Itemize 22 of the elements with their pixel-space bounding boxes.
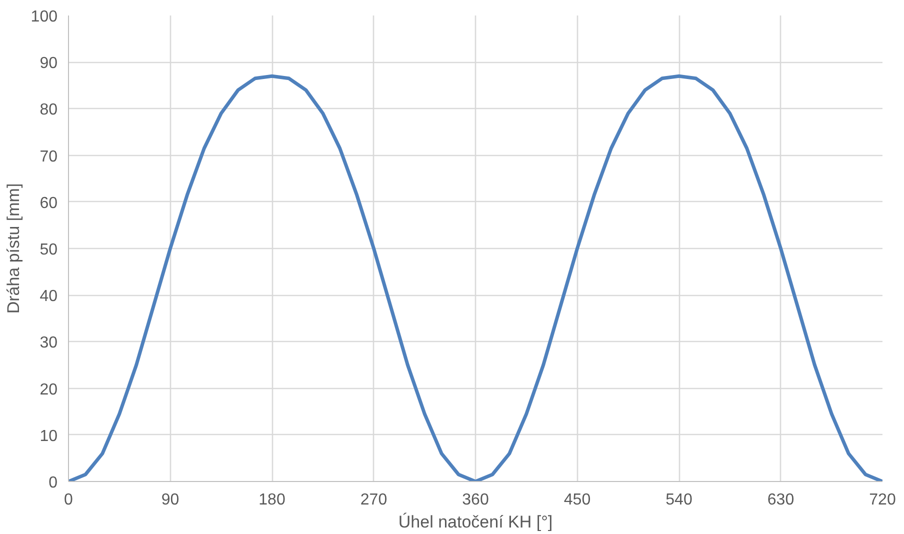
x-tick-label: 720 — [869, 492, 896, 508]
x-tick-label: 90 — [161, 492, 180, 508]
y-tick-label: 60 — [40, 194, 58, 212]
y-tick-label: 0 — [48, 474, 58, 492]
x-tick-label: 540 — [666, 492, 692, 508]
y-tick-label: 20 — [40, 381, 58, 398]
x-axis-title: Úhel natočení KH [°] — [398, 512, 553, 532]
x-tick-label: 180 — [258, 492, 286, 508]
x-tick-label: 360 — [462, 492, 489, 508]
x-tick-label: 450 — [564, 492, 591, 508]
y-tick-label: 40 — [40, 288, 58, 306]
x-tick-label: 630 — [767, 492, 794, 508]
y-tick-label: 10 — [40, 428, 58, 445]
y-tick-label: 80 — [40, 102, 58, 119]
y-tick-label: 70 — [40, 148, 58, 166]
y-tick-label: 90 — [40, 55, 58, 72]
x-tick-label: 270 — [360, 492, 388, 508]
y-tick-label: 30 — [40, 334, 58, 352]
x-tick-label: 0 — [64, 492, 74, 508]
y-axis-title: Dráha pístu [mm] — [4, 183, 23, 314]
y-tick-label: 100 — [30, 8, 58, 26]
y-tick-label: 50 — [40, 242, 58, 258]
